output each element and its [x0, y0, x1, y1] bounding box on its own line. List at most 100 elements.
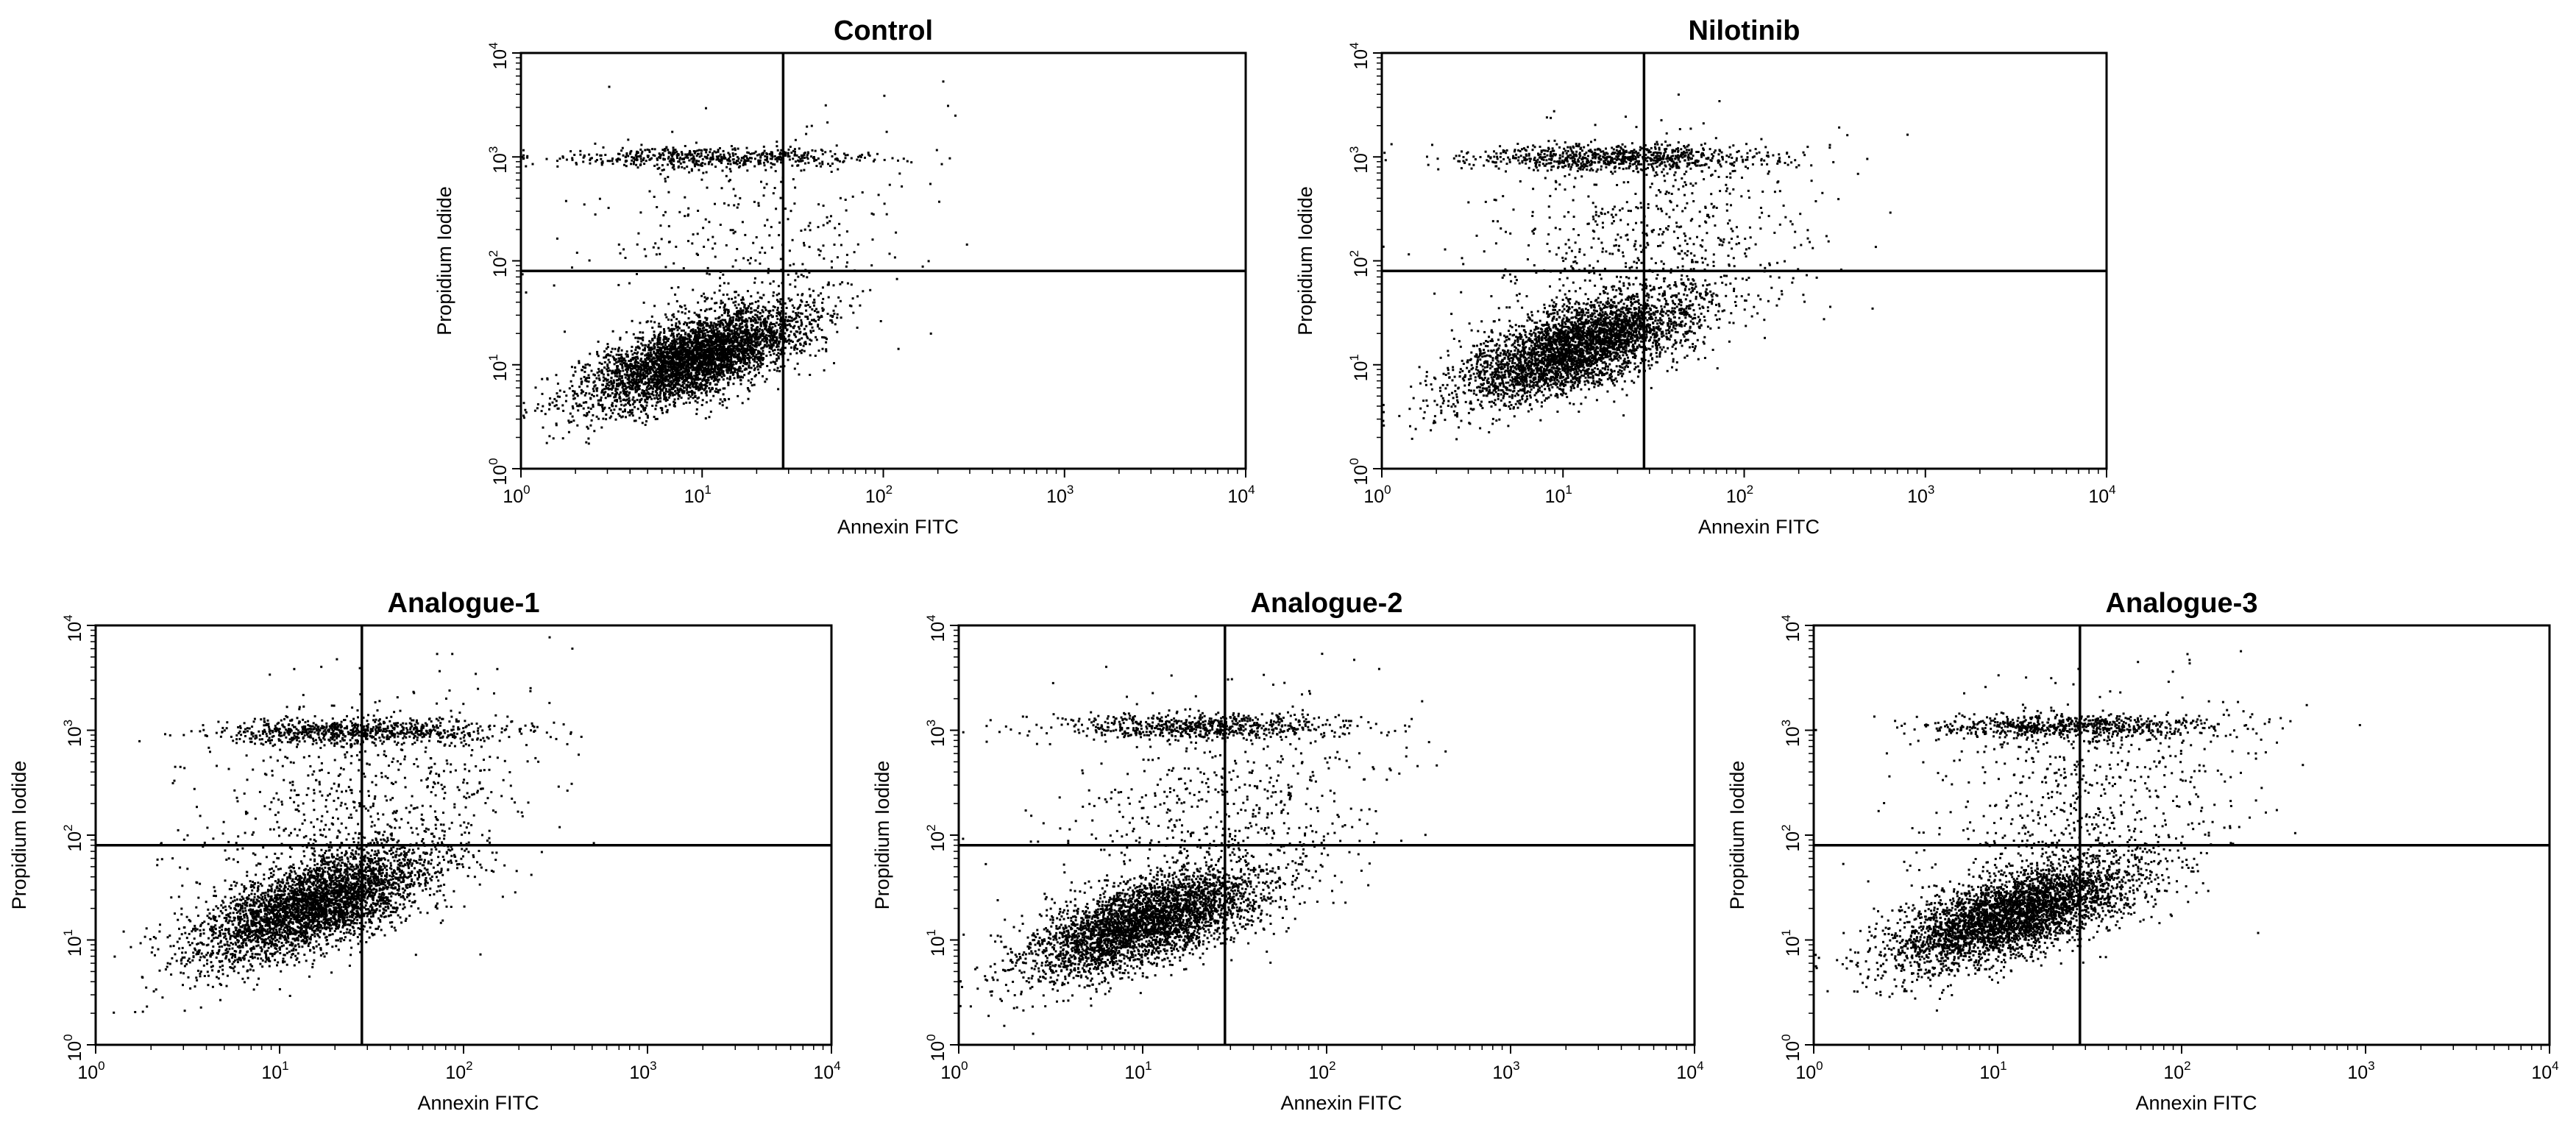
scatter-point-viable [714, 383, 717, 386]
scatter-point-scattered [827, 296, 830, 299]
scatter-point-viable [675, 322, 678, 325]
scatter-point-viable [656, 346, 659, 349]
scatter-point-viable [612, 379, 615, 382]
scatter-point-viable [709, 361, 712, 363]
scatter-point-viable [713, 374, 716, 377]
scatter-point-viable [657, 387, 660, 390]
scatter-point-viable [616, 365, 618, 368]
scatter-point-viable [681, 362, 684, 365]
scatter-point-viable [709, 399, 712, 402]
scatter-point-viable [700, 364, 703, 367]
scatter-point-viable [705, 401, 708, 404]
scatter-point-viable [695, 367, 698, 370]
scatter-point-upper-band [642, 159, 645, 162]
scatter-point-viable [714, 370, 717, 373]
scatter-point-viable [771, 336, 774, 338]
scatter-point-scattered [661, 369, 664, 372]
scatter-point-viable [667, 358, 670, 361]
scatter-point-viable [651, 326, 654, 329]
scatter-point-viable [657, 349, 660, 352]
scatter-point-viable [696, 368, 699, 371]
scatter-point-scattered [824, 104, 827, 107]
scatter-point-viable [776, 329, 778, 332]
scatter-point-viable [771, 326, 774, 329]
scatter-point-viable [697, 301, 700, 304]
scatter-point-viable [628, 404, 631, 407]
scatter-point-viable [722, 378, 725, 381]
scatter-point-viable [660, 356, 663, 359]
scatter-point-upper-band [659, 173, 662, 176]
scatter-point-viable [688, 338, 691, 341]
scatter-point-viable [684, 360, 686, 363]
scatter-point-viable [714, 358, 717, 361]
scatter-point-scattered [828, 220, 831, 223]
scatter-point-viable [694, 400, 697, 402]
scatter-point-upper-band [600, 157, 603, 160]
scatter-point-scattered [670, 327, 673, 330]
scatter-point-viable [826, 338, 828, 341]
scatter-point-viable [718, 355, 721, 358]
scatter-point-scattered [777, 388, 780, 391]
scatter-point-viable [753, 356, 756, 359]
scatter-point-viable [754, 330, 757, 333]
scatter-point-viable [784, 332, 787, 335]
scatter-point-viable [683, 361, 685, 364]
scatter-point-viable [712, 368, 714, 371]
scatter-point-scattered [836, 256, 839, 259]
scatter-point-scattered [927, 260, 930, 263]
scatter-point-viable [593, 380, 596, 383]
scatter-point-viable [747, 344, 750, 347]
scatter-point-viable [678, 356, 681, 359]
scatter-point-viable [717, 335, 720, 338]
scatter-point-upper-band [781, 152, 784, 155]
scatter-point-upper-band [558, 157, 561, 160]
scatter-point-upper-band [705, 171, 708, 174]
scatter-point-viable [683, 350, 686, 352]
scatter-point-viable [611, 385, 614, 388]
scatter-point-viable [712, 337, 714, 340]
scatter-point-viable [752, 319, 755, 322]
scatter-point-viable [659, 331, 662, 334]
scatter-point-upper-band [630, 163, 633, 166]
scatter-point-viable [840, 316, 842, 319]
scatter-point-viable [748, 372, 751, 375]
scatter-point-viable [761, 309, 764, 312]
scatter-point-viable [648, 360, 651, 363]
scatter-point-viable [735, 361, 738, 363]
scatter-point-viable [691, 357, 694, 360]
scatter-point-viable [661, 355, 664, 358]
scatter-point-viable [651, 338, 654, 341]
scatter-point-scattered [778, 221, 781, 224]
scatter-point-viable [757, 344, 760, 347]
scatter-point-viable [738, 324, 741, 327]
scatter-point-upper-band [791, 164, 794, 167]
scatter-point-viable [645, 392, 648, 395]
scatter-point-viable [619, 370, 622, 372]
scatter-point-viable [584, 377, 587, 380]
scatter-point-scattered [734, 300, 737, 303]
scatter-point-upper-band [766, 155, 769, 158]
scatter-point-viable [714, 333, 717, 336]
scatter-point-upper-band [595, 153, 598, 156]
scatter-point-viable [549, 397, 552, 400]
scatter-point-viable [705, 371, 708, 374]
scatter-point-upper-band [770, 157, 773, 160]
scatter-point-scattered [815, 336, 817, 338]
scatter-point-viable [739, 379, 742, 382]
scatter-point-viable [632, 382, 635, 385]
scatter-point-viable [582, 366, 584, 368]
scatter-point-viable [698, 372, 701, 375]
scatter-point-viable [696, 374, 699, 377]
scatter-point-viable [636, 372, 639, 375]
scatter-point-viable [573, 390, 576, 393]
scatter-point-upper-band [694, 150, 697, 153]
scatter-point-viable [701, 344, 704, 347]
scatter-point-viable [751, 335, 754, 338]
scatter-point-viable [639, 399, 642, 402]
scatter-point-viable [701, 335, 704, 338]
scatter-point-upper-band [818, 162, 821, 165]
scatter-point-viable [772, 349, 774, 352]
scatter-point-viable [756, 329, 759, 331]
scatter-point-viable [572, 390, 575, 392]
scatter-point-viable [683, 386, 685, 389]
